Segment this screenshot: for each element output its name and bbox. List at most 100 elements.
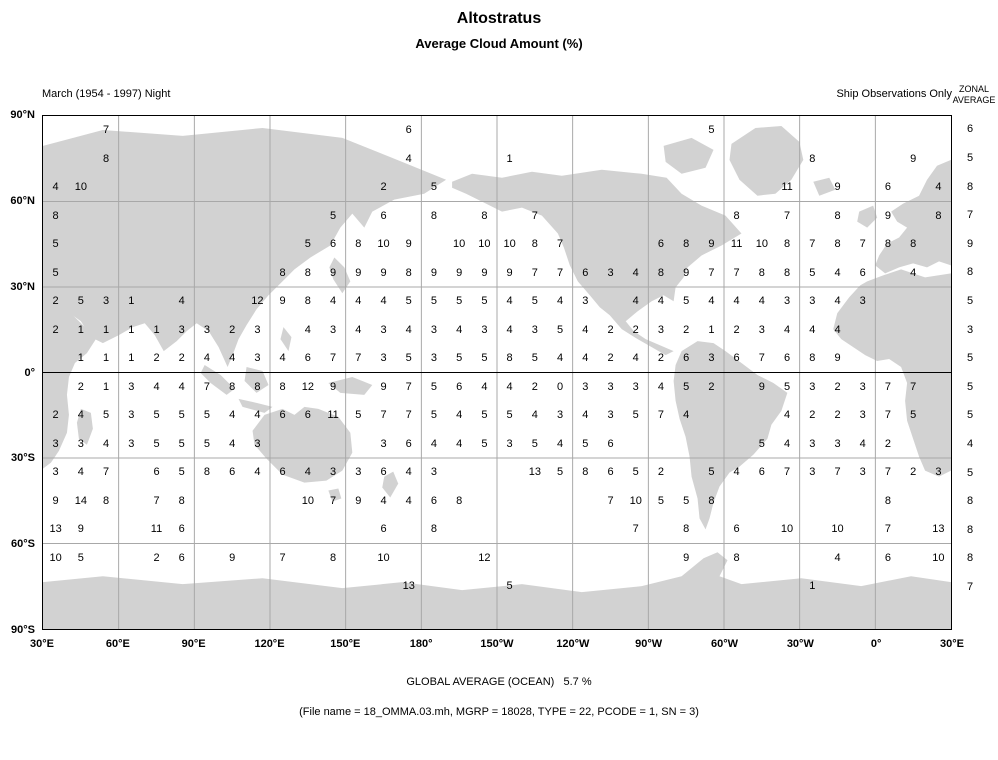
land-south-america xyxy=(673,341,788,530)
cloud-amount-value: 8 xyxy=(304,295,311,308)
cloud-amount-value: 6 xyxy=(279,466,286,479)
cloud-amount-value: 1 xyxy=(77,352,84,365)
cloud-amount-value: 7 xyxy=(910,380,917,393)
cloud-amount-value: 10 xyxy=(503,238,516,251)
cloud-amount-value: 2 xyxy=(52,409,59,422)
cloud-amount-value: 3 xyxy=(607,409,614,422)
cloud-amount-value: 5 xyxy=(683,295,690,308)
cloud-amount-value: 10 xyxy=(629,494,642,507)
land-europe xyxy=(875,159,951,274)
cloud-amount-value: 4 xyxy=(405,323,412,336)
cloud-amount-value: 4 xyxy=(229,437,236,450)
cloud-amount-value: 4 xyxy=(733,466,740,479)
cloud-amount-value: 5 xyxy=(178,466,185,479)
cloud-amount-value: 1 xyxy=(153,323,160,336)
zonal-average-value: 8 xyxy=(966,266,974,279)
cloud-amount-value: 3 xyxy=(809,466,816,479)
cloud-amount-value: 8 xyxy=(783,266,791,279)
cloud-amount-value: 8 xyxy=(52,209,59,222)
cloud-amount-value: 3 xyxy=(556,409,564,422)
cloud-amount-value: 5 xyxy=(481,295,488,308)
cloud-amount-value: 7 xyxy=(102,466,110,479)
longitude-label: 30°E xyxy=(30,638,54,650)
cloud-amount-value: 8 xyxy=(809,352,816,365)
cloud-amount-value: 9 xyxy=(481,266,488,279)
cloud-amount-value: 7 xyxy=(632,523,639,536)
cloud-amount-value: 3 xyxy=(430,352,437,365)
cloud-amount-value: 3 xyxy=(430,323,437,336)
cloud-amount-value: 8 xyxy=(733,209,740,222)
cloud-amount-value: 3 xyxy=(329,323,337,336)
file-info-label: (File name = 18_OMMA.03.mh, MGRP = 18028… xyxy=(299,706,699,718)
cloud-amount-value: 5 xyxy=(178,437,185,450)
cloud-amount-value: 4 xyxy=(582,323,589,336)
cloud-amount-value: 9 xyxy=(834,181,841,194)
cloud-amount-value: 10 xyxy=(301,494,314,507)
cloud-amount-value: 6 xyxy=(758,466,765,479)
zonal-average-header: ZONAL AVERAGE xyxy=(950,84,998,106)
cloud-amount-value: 10 xyxy=(831,523,844,536)
cloud-amount-value: 8 xyxy=(733,551,740,564)
cloud-amount-value: 5 xyxy=(203,409,210,422)
cloud-amount-value: 6 xyxy=(153,466,160,479)
cloud-amount-value: 5 xyxy=(481,409,488,422)
land-borneo xyxy=(244,367,269,393)
cloud-amount-value: 4 xyxy=(556,437,564,450)
longitude-label: 0° xyxy=(870,638,882,650)
cloud-amount-value: 8 xyxy=(279,266,286,279)
cloud-amount-value: 14 xyxy=(74,494,87,507)
cloud-amount-value: 4 xyxy=(758,295,765,308)
cloud-amount-value: 4 xyxy=(304,466,311,479)
cloud-amount-value: 6 xyxy=(178,551,185,564)
cloud-amount-value: 2 xyxy=(910,466,917,479)
cloud-amount-value: 4 xyxy=(708,295,715,308)
cloud-amount-value: 9 xyxy=(355,266,362,279)
cloud-amount-value: 3 xyxy=(254,352,261,365)
cloud-amount-value: 5 xyxy=(456,352,463,365)
cloud-amount-value: 2 xyxy=(380,181,387,194)
longitude-label: 180° xyxy=(409,638,433,650)
cloud-amount-value: 8 xyxy=(708,494,715,507)
cloud-amount-value: 12 xyxy=(251,295,264,308)
cloud-amount-value: 7 xyxy=(556,238,564,251)
land-philippines xyxy=(280,327,292,352)
cloud-amount-value: 8 xyxy=(834,209,841,222)
cloud-amount-value: 8 xyxy=(203,466,210,479)
land-new-zealand xyxy=(382,471,399,498)
cloud-amount-value: 3 xyxy=(481,323,488,336)
cloud-amount-value: 4 xyxy=(910,266,917,279)
cloud-amount-value: 4 xyxy=(52,181,59,194)
cloud-amount-value: 8 xyxy=(405,266,412,279)
cloud-amount-value: 4 xyxy=(405,152,412,165)
cloud-amount-value: 3 xyxy=(758,323,765,336)
cloud-amount-value: 7 xyxy=(531,209,538,222)
land-japan xyxy=(329,257,351,294)
land-java xyxy=(238,398,273,413)
cloud-amount-value: 8 xyxy=(254,380,261,393)
cloud-amount-value: 3 xyxy=(809,437,816,450)
cloud-amount-value: 4 xyxy=(834,551,841,564)
cloud-amount-value: 2 xyxy=(834,409,841,422)
cloud-amount-value: 4 xyxy=(809,323,816,336)
cloud-amount-value: 10 xyxy=(780,523,794,536)
cloud-amount-value: 2 xyxy=(884,437,891,450)
cloud-amount-value: 4 xyxy=(834,323,841,336)
cloud-amount-value: 10 xyxy=(478,238,491,251)
cloud-amount-value: 4 xyxy=(783,437,791,450)
cloud-amount-value: 4 xyxy=(582,352,589,365)
cloud-amount-value: 3 xyxy=(128,409,135,422)
cloud-amount-value: 3 xyxy=(783,295,791,308)
zonal-average-value: 7 xyxy=(966,581,974,594)
zonal-average-column: 6 5 8 7 9 8 5 3 5 5 5 4 5 8 8 8 7 xyxy=(952,115,988,630)
cloud-amount-value: 5 xyxy=(430,409,437,422)
cloud-amount-value: 7 xyxy=(733,266,740,279)
cloud-amount-value: 9 xyxy=(380,380,387,393)
cloud-amount-value: 5 xyxy=(657,494,664,507)
cloud-amount-value: 5 xyxy=(430,380,437,393)
cloud-amount-value: 10 xyxy=(453,238,466,251)
zonal-average-value: 5 xyxy=(966,352,974,365)
cloud-amount-value: 9 xyxy=(380,266,387,279)
cloud-amount-value: 4 xyxy=(733,295,740,308)
cloud-amount-value: 3 xyxy=(355,466,362,479)
cloud-amount-value: 4 xyxy=(506,380,513,393)
